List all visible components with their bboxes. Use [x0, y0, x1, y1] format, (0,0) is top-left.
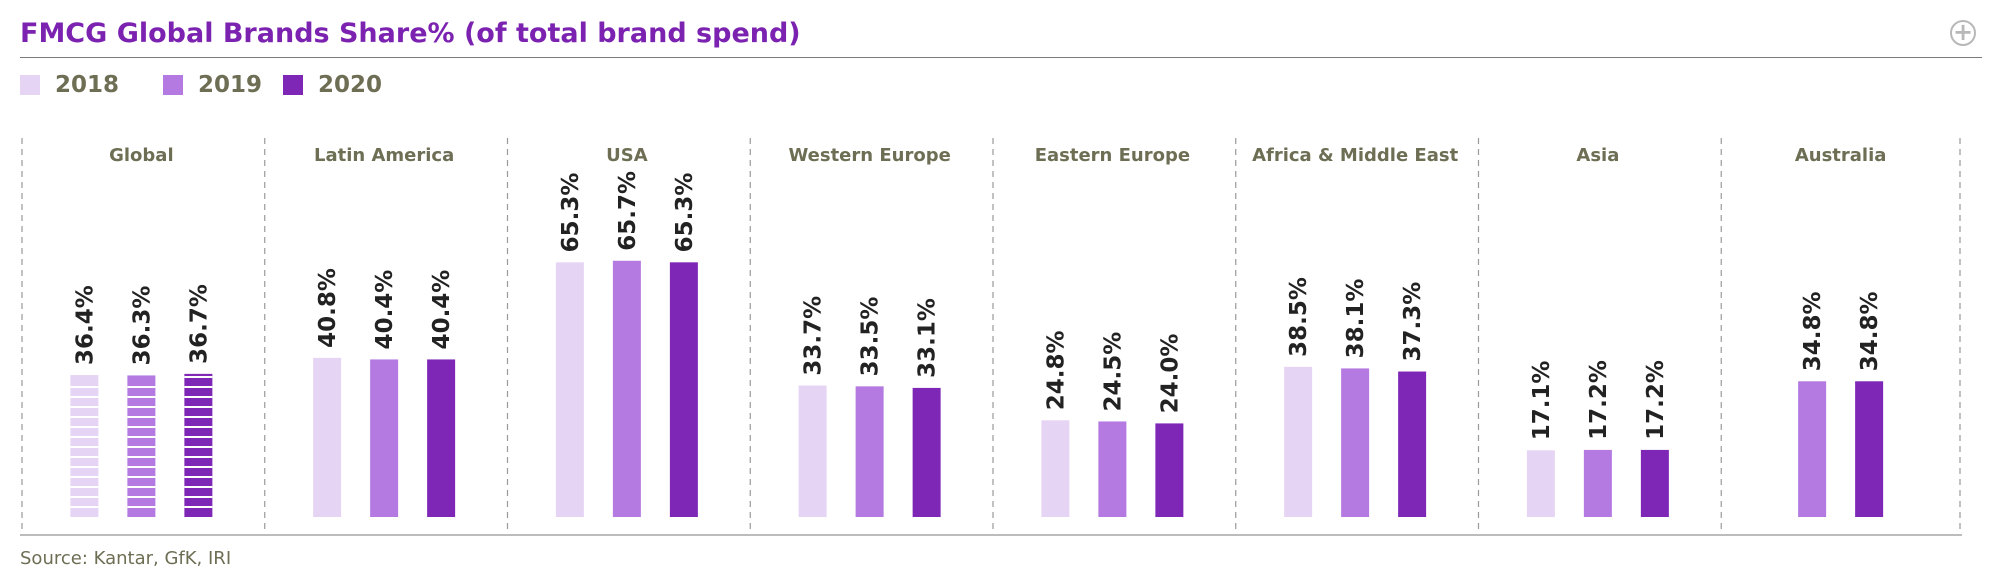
legend-swatch-2019 [163, 75, 183, 95]
bar-western-europe-2018[interactable] [798, 385, 827, 517]
bar-asia-2018[interactable] [1526, 450, 1555, 517]
region-group-australia: Australia 34.8% 34.8% [1795, 145, 1887, 517]
bar-global-2020[interactable] [184, 373, 213, 517]
region-label: Australia [1795, 145, 1887, 166]
bar-eastern-europe-2020[interactable] [1155, 423, 1184, 517]
title-divider [20, 57, 1982, 58]
region-label: Global [109, 145, 174, 166]
bar-africa-and-middle-east-2018[interactable] [1284, 366, 1313, 517]
value-label-africa-and-middle-east-2018: 38.5% [1286, 277, 1312, 357]
value-label-latin-america-2019: 40.4% [372, 270, 398, 350]
legend-label-2019: 2019 [198, 72, 263, 98]
value-label-usa-2019: 65.7% [615, 171, 641, 251]
value-label-western-europe-2019: 33.5% [858, 297, 884, 377]
bar-usa-2018[interactable] [555, 262, 584, 517]
bar-usa-2020[interactable] [669, 262, 698, 517]
value-label-usa-2020: 65.3% [672, 173, 698, 253]
bar-eastern-europe-2019[interactable] [1098, 421, 1127, 517]
legend-label-2018: 2018 [55, 72, 120, 98]
region-group-western-europe: Western Europe 33.7% 33.5% 33.1% [788, 145, 951, 517]
bar-asia-2019[interactable] [1583, 449, 1612, 517]
value-label-australia-2020: 34.8% [1857, 291, 1883, 371]
bar-africa-and-middle-east-2019[interactable] [1341, 368, 1370, 517]
bar-latin-america-2019[interactable] [370, 359, 399, 517]
region-label: Latin America [314, 145, 454, 166]
region-group-asia: Asia 17.1% 17.2% 17.2% [1526, 145, 1669, 517]
value-label-asia-2020: 17.2% [1643, 360, 1669, 440]
bar-australia-2020[interactable] [1855, 381, 1884, 517]
value-label-africa-and-middle-east-2020: 37.3% [1400, 282, 1426, 362]
bar-asia-2020[interactable] [1640, 449, 1669, 517]
bar-eastern-europe-2018[interactable] [1041, 420, 1070, 517]
plus-circle-icon[interactable]: + [1950, 20, 1976, 46]
bar-africa-and-middle-east-2020[interactable] [1398, 371, 1427, 517]
value-label-usa-2018: 65.3% [558, 173, 584, 253]
region-group-africa-and-middle-east: Africa & Middle East 38.5% 38.1% 37.3% [1252, 145, 1459, 517]
bar-australia-2019[interactable] [1798, 381, 1827, 517]
legend-swatch-2020 [283, 75, 303, 95]
value-label-eastern-europe-2018: 24.8% [1043, 330, 1069, 410]
bar-latin-america-2020[interactable] [427, 359, 456, 517]
region-group-usa: USA 65.3% 65.7% 65.3% [555, 145, 698, 517]
region-group-eastern-europe: Eastern Europe 24.8% 24.5% 24.0% [1035, 145, 1190, 517]
value-label-western-europe-2020: 33.1% [915, 298, 941, 378]
region-label: Asia [1576, 145, 1619, 166]
value-label-latin-america-2020: 40.4% [429, 270, 455, 350]
value-label-global-2020: 36.7% [186, 284, 212, 364]
region-label: Eastern Europe [1035, 145, 1190, 166]
value-label-asia-2019: 17.2% [1586, 360, 1612, 440]
value-label-eastern-europe-2020: 24.0% [1157, 334, 1183, 414]
value-label-asia-2018: 17.1% [1529, 361, 1555, 441]
region-group-latin-america: Latin America 40.8% 40.4% 40.4% [313, 145, 456, 517]
value-label-global-2019: 36.3% [129, 286, 155, 366]
chart-title: FMCG Global Brands Share% (of total bran… [20, 18, 801, 49]
value-label-eastern-europe-2019: 24.5% [1100, 332, 1126, 412]
value-label-western-europe-2018: 33.7% [801, 296, 827, 376]
legend-label-2020: 2020 [318, 72, 383, 98]
value-label-africa-and-middle-east-2019: 38.1% [1343, 279, 1369, 359]
value-label-global-2018: 36.4% [72, 285, 98, 365]
region-label: Western Europe [788, 145, 950, 166]
bar-latin-america-2018[interactable] [313, 357, 342, 517]
region-label: USA [606, 145, 648, 166]
source-note: Source: Kantar, GfK, IRI [20, 548, 232, 569]
region-label: Africa & Middle East [1252, 145, 1459, 166]
value-label-latin-america-2018: 40.8% [315, 268, 341, 348]
bar-western-europe-2020[interactable] [912, 387, 941, 517]
region-group-global: Global 36.4% 36.3% 36.7% [70, 145, 213, 517]
bar-usa-2019[interactable] [612, 260, 641, 517]
value-label-australia-2019: 34.8% [1800, 291, 1826, 371]
bar-western-europe-2019[interactable] [855, 386, 884, 517]
legend-swatch-2018 [20, 75, 40, 95]
